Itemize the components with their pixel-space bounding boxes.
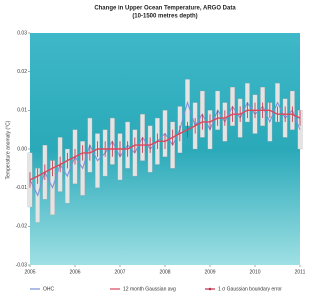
y-tick-label: -0.01 — [16, 185, 28, 191]
y-tick-label: -0.02 — [16, 224, 28, 230]
x-tick-label: 2005 — [24, 269, 35, 275]
x-tick-label: 2008 — [159, 269, 170, 275]
legend-label: OHC — [43, 286, 55, 292]
y-tick-label: 0.01 — [17, 108, 27, 114]
y-tick-label: 0.02 — [17, 69, 27, 75]
x-tick-label: 2011 — [295, 269, 305, 275]
y-tick-label: 0.00 — [17, 146, 27, 152]
chart-title: Change in Upper Ocean Temperature, ARGO … — [94, 6, 236, 12]
legend-label: 12 month Gaussian avg — [123, 286, 176, 292]
chart: Change in Upper Ocean Temperature, ARGO … — [0, 0, 305, 302]
y-tick-label: 0.03 — [17, 30, 27, 36]
x-tick-label: 2010 — [249, 269, 260, 275]
legend-label: 1 σ Gaussian boundary error — [218, 286, 282, 292]
chart-subtitle: (10-1500 metres depth) — [132, 14, 197, 20]
legend-marker — [209, 288, 212, 291]
y-tick-label: -0.03 — [16, 262, 28, 268]
y-axis-label: Temperature anomaly (°C) — [5, 120, 11, 179]
x-tick-label: 2009 — [204, 269, 215, 275]
x-tick-label: 2006 — [69, 269, 80, 275]
x-tick-label: 2007 — [114, 269, 125, 275]
